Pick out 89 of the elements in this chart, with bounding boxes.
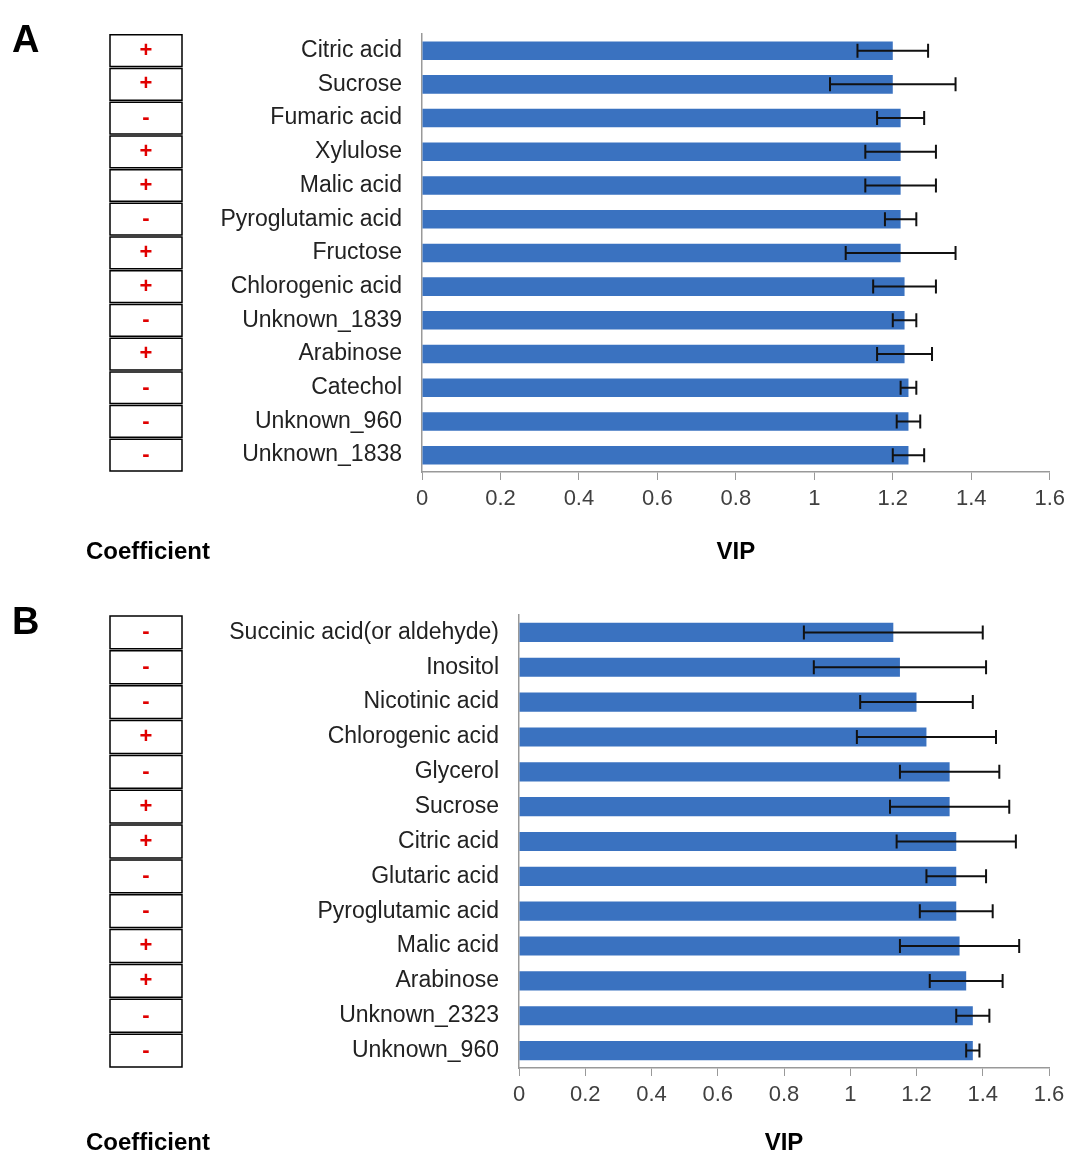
x-tick-label: 1	[808, 485, 821, 511]
text: +	[139, 723, 153, 749]
x-tick-label: 0.8	[768, 1081, 800, 1107]
text: +	[139, 966, 153, 992]
text: -	[142, 104, 150, 130]
x-tick-label: 1.2	[877, 485, 909, 511]
text: -	[142, 205, 150, 231]
y-tick-label: Xylulose	[315, 137, 402, 164]
x-axis-title: VIP	[764, 1127, 804, 1155]
x-tick-label: 0.2	[485, 485, 516, 511]
y-tick-label: Sucrose	[317, 69, 402, 96]
y-tick-label: Citric acid	[301, 36, 402, 62]
y-tick-label: Chlorogenic acid	[230, 271, 402, 298]
text: B	[12, 600, 40, 643]
text: -	[142, 897, 150, 923]
x-tick-label: 1.2	[901, 1081, 932, 1107]
x-tick-label: 0.6	[702, 1081, 734, 1107]
text: +	[139, 340, 153, 366]
text: Coefficient	[85, 536, 211, 564]
x-tick-label: 1.4	[955, 485, 987, 511]
bar	[519, 971, 967, 991]
text: -	[142, 441, 150, 467]
x-tick-label: 1.6	[1034, 485, 1066, 511]
text: -	[142, 688, 150, 714]
y-tick-label: Fructose	[312, 238, 402, 265]
y-tick-label: Unknown_1839	[242, 305, 402, 332]
bar	[519, 936, 960, 956]
y-tick-label: Arabinose	[298, 339, 402, 366]
y-tick-label: Unknown_2323	[339, 1001, 499, 1028]
y-tick-label: Unknown_960	[351, 1035, 499, 1062]
bar	[519, 831, 957, 852]
text: -	[142, 1001, 150, 1027]
bar	[519, 797, 950, 817]
x-tick-label: 0.2	[569, 1081, 601, 1107]
text: +	[139, 827, 153, 853]
x-tick-label: 0.4	[563, 485, 595, 511]
y-tick-label: Chlorogenic acid	[327, 722, 499, 749]
text: -	[142, 407, 150, 433]
y-tick-label: Inositol	[426, 652, 499, 679]
bar	[519, 657, 900, 677]
bar	[519, 727, 927, 747]
text: -	[142, 306, 150, 332]
y-tick-label: Unknown_960	[254, 406, 402, 433]
x-tick-label: 0.4	[636, 1081, 667, 1107]
text: -	[142, 757, 150, 783]
bar	[519, 692, 917, 712]
text: +	[139, 70, 153, 96]
y-tick-label: Glycerol	[414, 757, 499, 784]
y-tick-label: Arabinose	[395, 966, 499, 993]
x-tick-label: 0	[415, 485, 429, 511]
y-tick-label: Glutaric acid	[371, 861, 499, 888]
text: +	[139, 272, 153, 298]
text: +	[139, 137, 153, 163]
x-tick-label: 0	[512, 1081, 526, 1107]
bar	[519, 622, 894, 643]
y-tick-label: Malic acid	[396, 931, 499, 958]
bar	[519, 866, 957, 886]
text: +	[139, 36, 153, 62]
y-tick-label: Catechol	[311, 373, 402, 400]
text: -	[142, 653, 150, 679]
text: +	[139, 932, 153, 958]
text: -	[142, 1036, 150, 1062]
text: A	[12, 18, 40, 61]
y-tick-label: Unknown_1838	[242, 440, 402, 467]
text: -	[142, 618, 150, 644]
y-tick-label: Sucrose	[414, 792, 499, 818]
x-tick-label: 0.6	[642, 485, 673, 511]
bar	[519, 1006, 973, 1026]
y-tick-label: Pyroglutamic acid	[317, 896, 499, 923]
text: -	[142, 373, 150, 399]
x-tick-label: 0.8	[720, 485, 752, 511]
text: -	[142, 862, 150, 888]
y-tick-label: Fumaric acid	[270, 103, 402, 130]
y-tick-label: Succinic acid(or aldehyde)	[229, 617, 499, 644]
x-tick-label: 1.6	[1033, 1081, 1065, 1107]
text: +	[139, 171, 153, 197]
bar	[519, 901, 957, 921]
x-axis-title: VIP	[716, 536, 756, 564]
text: +	[139, 792, 153, 818]
bar	[519, 762, 950, 782]
y-tick-label: Pyroglutamic acid	[220, 204, 402, 231]
text: Coefficient	[85, 1127, 211, 1155]
bar	[519, 1040, 973, 1061]
y-tick-label: Citric acid	[398, 826, 499, 853]
y-tick-label: Nicotinic acid	[363, 687, 499, 714]
x-tick-label: 1.4	[967, 1081, 999, 1107]
text: +	[139, 238, 153, 264]
y-tick-label: Malic acid	[299, 170, 402, 197]
x-tick-label: 1	[844, 1081, 857, 1107]
